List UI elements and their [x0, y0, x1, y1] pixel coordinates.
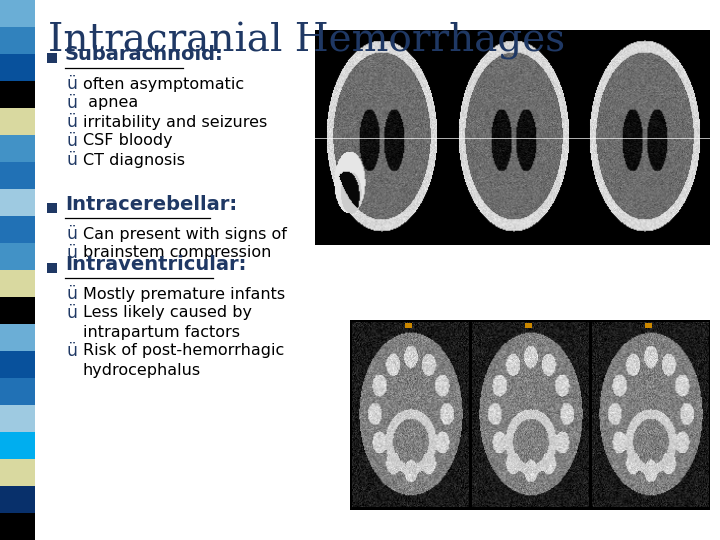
Bar — [644, 323, 652, 328]
Bar — [0, 351, 35, 378]
Bar — [0, 432, 35, 459]
Bar — [0, 81, 35, 108]
Bar — [0, 243, 35, 270]
Bar — [47, 203, 57, 213]
Text: ü: ü — [67, 225, 78, 243]
Text: apnea: apnea — [83, 96, 138, 111]
Text: ü: ü — [67, 94, 78, 112]
Bar — [0, 216, 35, 243]
Bar — [0, 27, 35, 54]
Text: Risk of post-hemorrhagic: Risk of post-hemorrhagic — [83, 343, 284, 359]
Bar — [350, 320, 710, 510]
Text: intrapartum factors: intrapartum factors — [83, 325, 240, 340]
Bar — [0, 270, 35, 297]
Text: ü: ü — [67, 113, 78, 131]
Bar — [0, 459, 35, 486]
Bar — [315, 30, 710, 245]
Bar — [0, 108, 35, 135]
Text: Intraventricular:: Intraventricular: — [65, 255, 246, 274]
Bar — [0, 378, 35, 405]
Text: ü: ü — [67, 244, 78, 262]
Text: ü: ü — [67, 132, 78, 150]
Bar — [0, 324, 35, 351]
Bar — [47, 53, 57, 63]
Text: Mostly premature infants: Mostly premature infants — [83, 287, 285, 301]
Bar — [0, 135, 35, 162]
Text: often asymptomatic: often asymptomatic — [83, 77, 244, 91]
Text: Intracranial Hemorrhages: Intracranial Hemorrhages — [48, 22, 565, 60]
Bar — [0, 189, 35, 216]
Text: ü: ü — [67, 285, 78, 303]
Bar — [0, 0, 35, 27]
Bar — [405, 323, 412, 328]
Text: CT diagnosis: CT diagnosis — [83, 152, 185, 167]
Text: irritability and seizures: irritability and seizures — [83, 114, 267, 130]
Bar — [0, 54, 35, 81]
Text: Less likely caused by: Less likely caused by — [83, 306, 252, 321]
Bar — [0, 513, 35, 540]
Bar — [0, 486, 35, 513]
Text: brainstem compression: brainstem compression — [83, 246, 271, 260]
Text: Intracerebellar:: Intracerebellar: — [65, 195, 237, 214]
Bar — [0, 162, 35, 189]
Bar — [0, 405, 35, 432]
Bar — [0, 297, 35, 324]
Text: ü: ü — [67, 151, 78, 169]
Text: hydrocephalus: hydrocephalus — [83, 362, 201, 377]
Text: ü: ü — [67, 304, 78, 322]
Bar — [47, 263, 57, 273]
Text: Can present with signs of: Can present with signs of — [83, 226, 287, 241]
Text: ü: ü — [67, 75, 78, 93]
Text: Subarachnoid:: Subarachnoid: — [65, 45, 224, 64]
Bar — [525, 323, 531, 328]
Text: CSF bloody: CSF bloody — [83, 133, 173, 148]
Text: ü: ü — [67, 342, 78, 360]
